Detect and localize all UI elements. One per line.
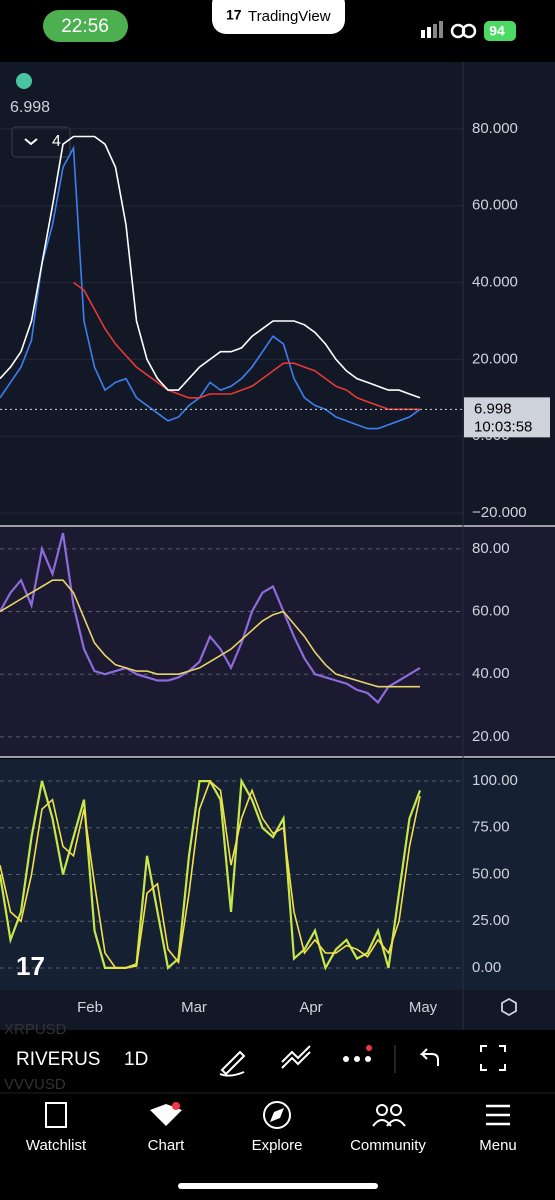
interval[interactable]: 1D xyxy=(124,1049,148,1070)
nav-label[interactable]: Community xyxy=(350,1137,426,1154)
y-tick-label: 20.000 xyxy=(472,350,518,367)
brand: TradingView xyxy=(248,8,331,25)
badge xyxy=(172,1102,180,1110)
chart-icon[interactable] xyxy=(150,1104,182,1126)
community-icon[interactable] xyxy=(376,1104,388,1116)
badge xyxy=(366,1045,372,1051)
time-label: Mar xyxy=(181,999,207,1016)
y-tick-label: −20.000 xyxy=(472,504,527,521)
y-tick-label: 0.00 xyxy=(472,959,501,976)
last-value: 6.998 xyxy=(10,99,50,116)
draw-icon[interactable] xyxy=(219,1050,246,1077)
home-indicator xyxy=(178,1183,378,1189)
indicator-toggle[interactable] xyxy=(11,126,71,158)
series-line xyxy=(0,579,420,688)
indicator-count: 4 xyxy=(52,133,61,150)
y-tick-label: 20.00 xyxy=(472,728,510,745)
y-tick-label: 40.00 xyxy=(472,665,510,682)
y-tick-label: 60.000 xyxy=(472,197,518,214)
nav-label[interactable]: Menu xyxy=(479,1137,517,1154)
watchlist-ghost: VVVUSD xyxy=(4,1076,66,1093)
nav-label[interactable]: Watchlist xyxy=(26,1137,87,1154)
time-label: May xyxy=(409,999,438,1016)
watchlist-icon[interactable] xyxy=(45,1102,67,1128)
more-icon xyxy=(354,1056,360,1062)
link-icon xyxy=(461,23,477,39)
more-icon xyxy=(365,1056,371,1062)
brand-logo: 17 xyxy=(226,7,242,23)
compass xyxy=(270,1108,284,1122)
countdown: 10:03:58 xyxy=(474,418,532,435)
trend-icon[interactable] xyxy=(281,1045,311,1069)
series-line xyxy=(0,779,421,969)
battery xyxy=(484,21,516,41)
signal xyxy=(439,21,443,38)
brand-pill xyxy=(212,0,345,34)
signal xyxy=(421,30,425,38)
y-tick-label: 60.00 xyxy=(472,603,510,620)
community-icon xyxy=(390,1104,402,1116)
fullscreen-icon[interactable] xyxy=(480,1045,506,1071)
symbol[interactable]: RIVERUS xyxy=(16,1049,100,1070)
settings-icon[interactable] xyxy=(501,997,517,1017)
time-pill xyxy=(43,10,128,42)
series-line xyxy=(73,281,420,411)
clock: 22:56 xyxy=(61,16,109,37)
menu-icon[interactable] xyxy=(486,1104,510,1126)
price-box xyxy=(464,397,550,438)
y-tick-label: 80.00 xyxy=(472,540,510,557)
series-line xyxy=(0,145,421,430)
y-tick-label: 40.000 xyxy=(472,274,518,291)
series-line xyxy=(0,135,421,399)
watchlist-ghost: XRPUSD xyxy=(4,1021,67,1038)
watermark: 17 xyxy=(16,951,45,981)
time-label: Feb xyxy=(77,999,103,1016)
y-tick-label: 25.00 xyxy=(472,912,510,929)
y-tick-label: 80.000 xyxy=(472,120,518,137)
nav-label[interactable]: Chart xyxy=(148,1137,186,1154)
series-line xyxy=(0,532,421,705)
community-icon xyxy=(372,1119,406,1127)
battery-level: 94 xyxy=(489,23,505,39)
chevron xyxy=(24,138,38,146)
y-tick-label: 75.00 xyxy=(472,819,510,836)
undo-icon[interactable] xyxy=(419,1048,439,1066)
status-dot[interactable] xyxy=(16,73,32,89)
time-label: Apr xyxy=(299,999,322,1016)
signal xyxy=(427,27,431,38)
price-label: 6.998 xyxy=(474,400,512,417)
more-icon[interactable] xyxy=(343,1056,349,1062)
nav-label[interactable]: Explore xyxy=(252,1137,303,1154)
explore-icon[interactable] xyxy=(263,1101,291,1129)
y-tick-label: 50.00 xyxy=(472,865,510,882)
y-tick-label: 100.00 xyxy=(472,772,518,789)
plots: 80.00060.00040.00020.0000.000−20.0006.99… xyxy=(0,120,550,976)
signal xyxy=(433,24,437,38)
